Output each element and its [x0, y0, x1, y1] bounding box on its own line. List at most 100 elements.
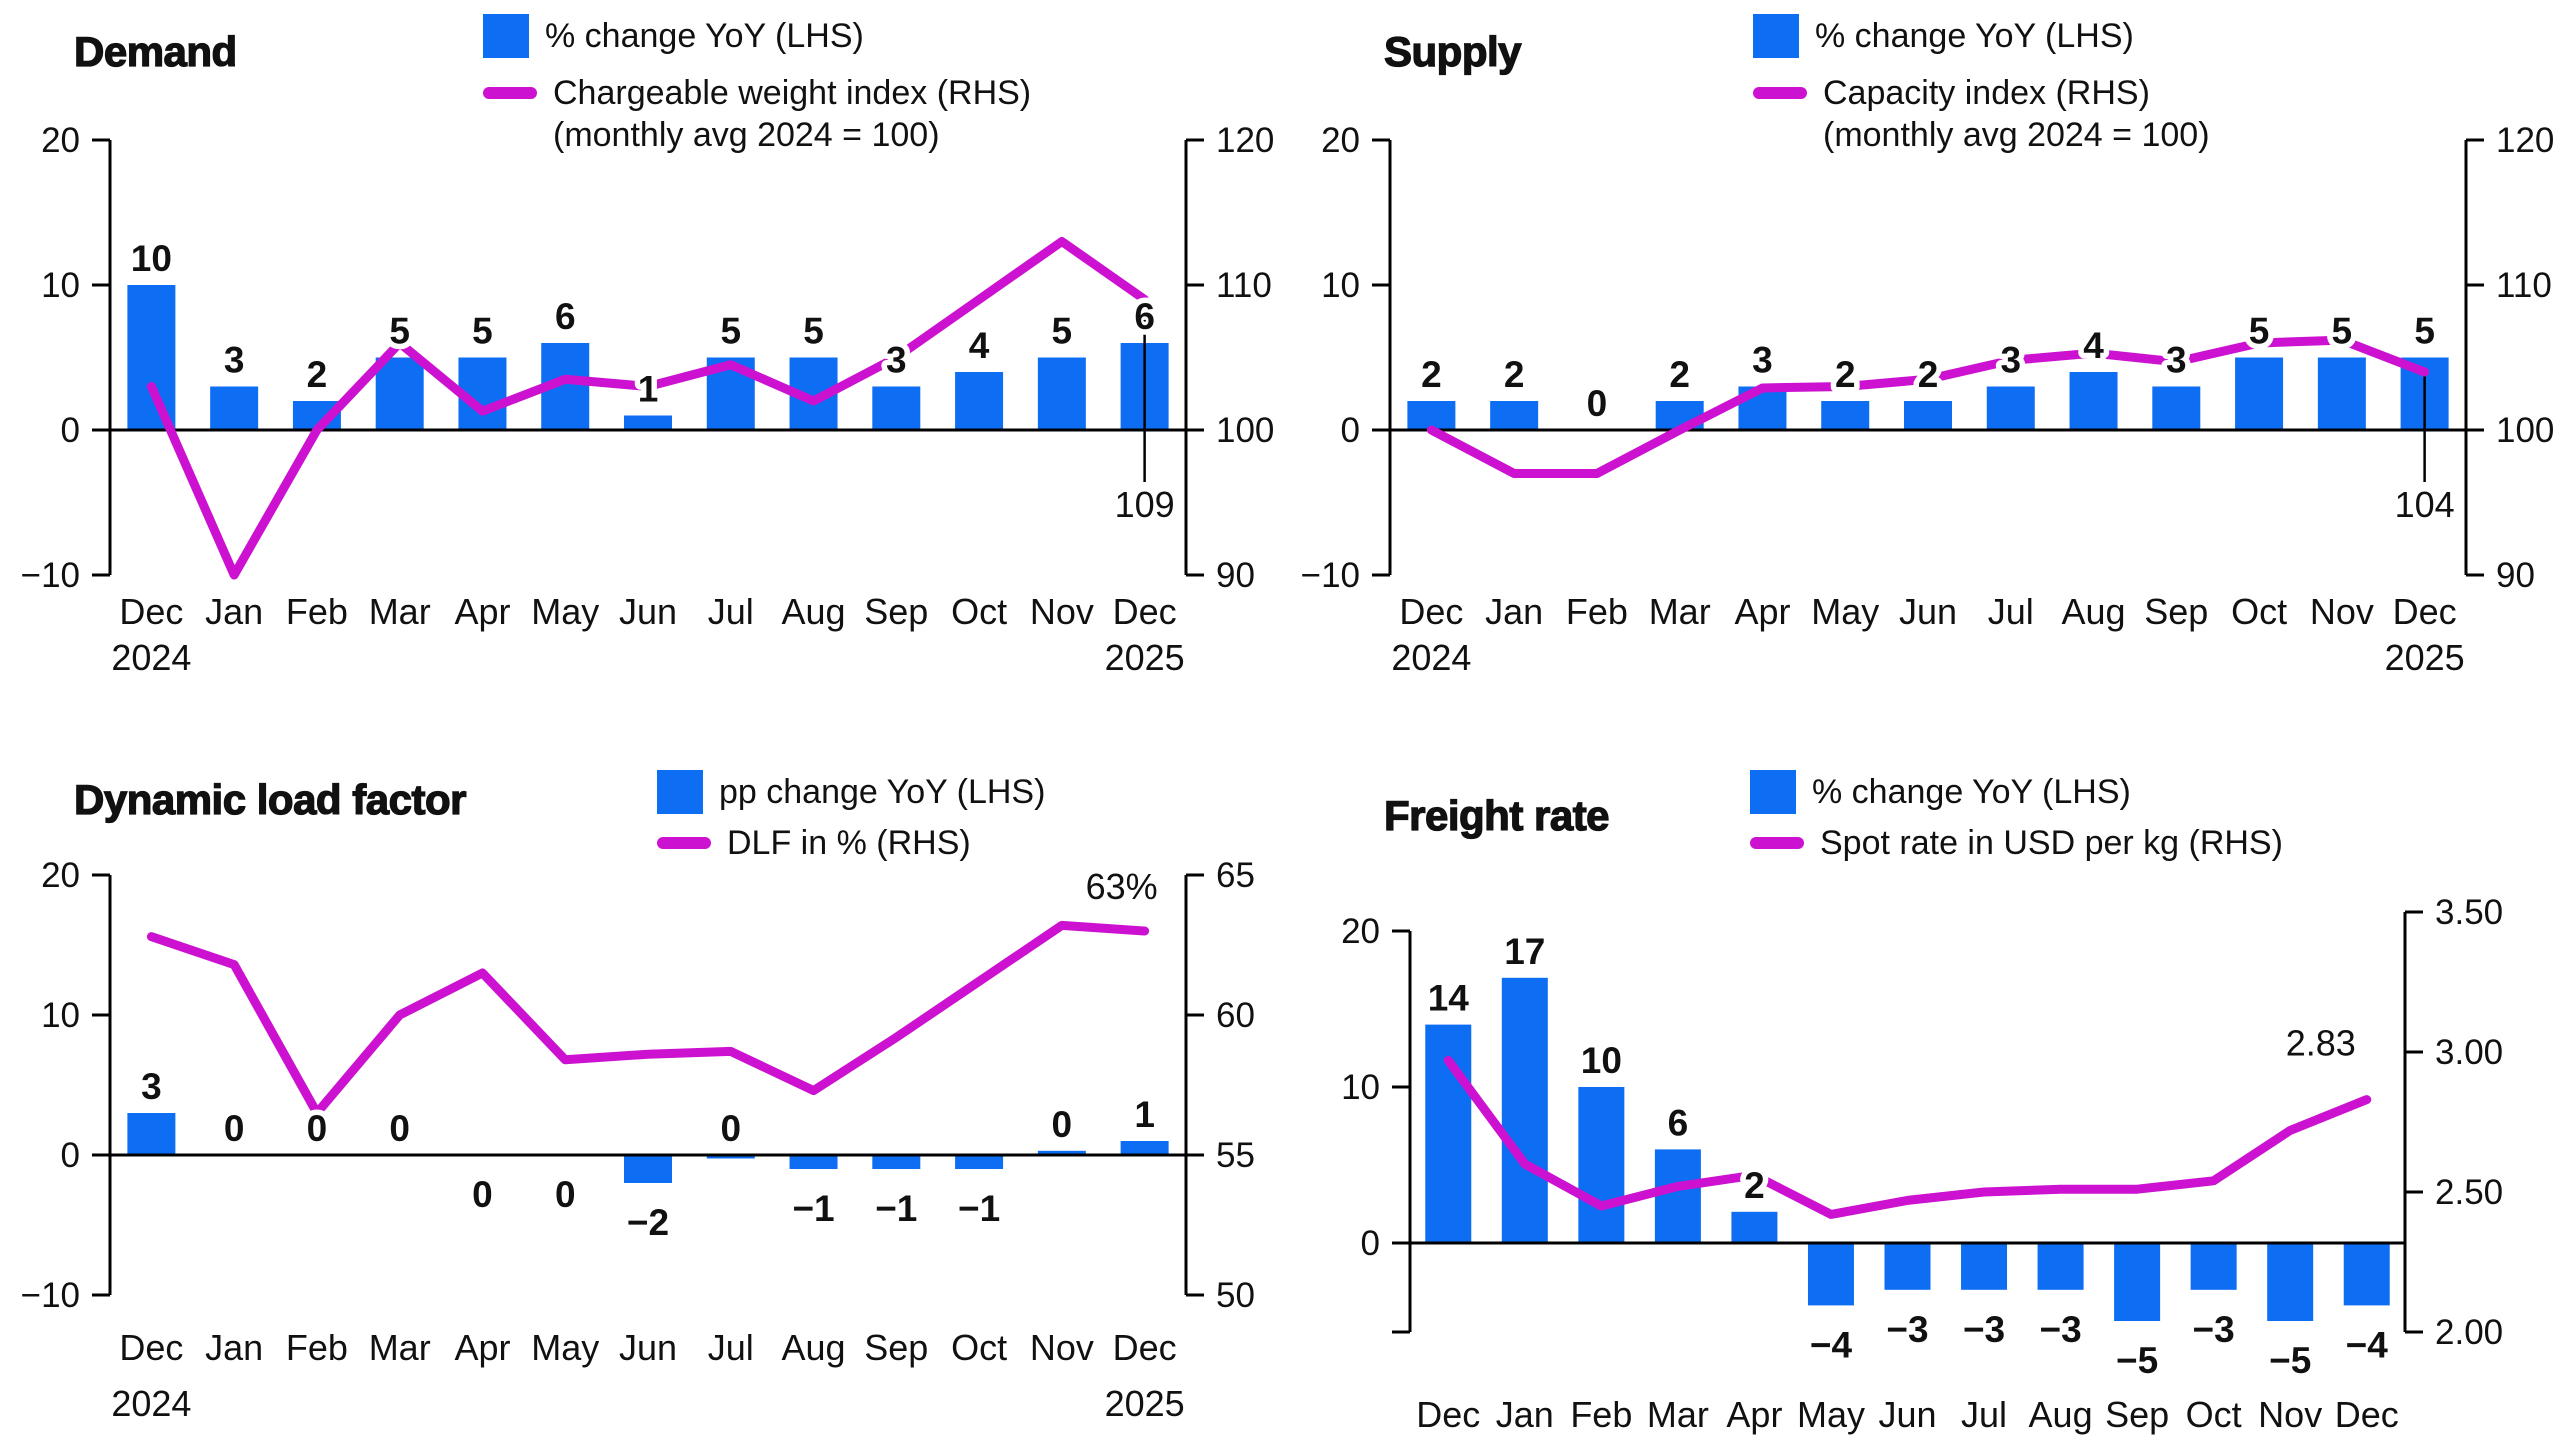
- legend-bar-label: % change YoY (LHS): [1812, 773, 2131, 811]
- bar: [872, 1155, 921, 1169]
- bar-value-label: 2: [307, 354, 328, 395]
- right-axis-label: 3.00: [2435, 1033, 2503, 1072]
- bar-value-label: 5: [720, 311, 741, 352]
- right-axis-label: 100: [1216, 411, 1274, 450]
- bar-value-label: −5: [2116, 1340, 2158, 1381]
- bar: [375, 357, 424, 430]
- bar: [1654, 1149, 1701, 1243]
- x-axis-month-label: Jun: [619, 591, 677, 632]
- x-axis-month-label: Jan: [205, 1327, 263, 1368]
- x-axis-month-label: Oct: [951, 1327, 1007, 1368]
- x-axis-month-label: Jun: [1878, 1394, 1936, 1435]
- bar-value-label: 0: [389, 1108, 410, 1149]
- legend-supply: % change YoY (LHS) Capacity index (RHS) …: [1753, 14, 2210, 156]
- bar: [1821, 401, 1870, 430]
- left-axis-label: 10: [41, 266, 80, 305]
- bar-value-label: 0: [720, 1108, 741, 1149]
- left-axis-label: 10: [1341, 1068, 1380, 1107]
- x-axis-year-label: 2024: [111, 637, 191, 678]
- x-axis-year-label: 2025: [2385, 637, 2465, 678]
- x-axis-month-label: Feb: [286, 591, 348, 632]
- bar-value-label: 1: [1134, 1094, 1155, 1135]
- legend-line-label: Capacity index (RHS): [1823, 74, 2150, 112]
- left-axis-label: 10: [41, 996, 80, 1035]
- bar: [127, 285, 176, 430]
- x-axis-month-label: Jan: [1496, 1394, 1554, 1435]
- bar-value-label: 10: [1581, 1040, 1622, 1081]
- legend-line-label: Chargeable weight index (RHS): [553, 74, 1032, 112]
- x-axis-year-label: 2025: [1105, 637, 1185, 678]
- x-axis-year-label: 2024: [1391, 637, 1471, 678]
- line-series: [1443, 1055, 2372, 1219]
- x-axis-month-label: Jul: [1961, 1394, 2007, 1435]
- bar: [2152, 386, 2201, 430]
- x-axis-month-label: May: [1811, 591, 1879, 632]
- bar-value-label: −1: [792, 1188, 834, 1229]
- right-axis-label: 110: [1216, 266, 1272, 305]
- right-axis-label: 90: [1216, 556, 1255, 595]
- right-axis-label: 50: [1216, 1276, 1255, 1315]
- legend-demand: % change YoY (LHS) Chargeable weight ind…: [483, 14, 1031, 156]
- x-axis-month-label: Apr: [454, 1327, 510, 1368]
- x-axis-year-label: 2024: [111, 1383, 191, 1424]
- bar-value-label: −5: [2269, 1340, 2311, 1381]
- bar: [1037, 357, 1086, 430]
- bar-value-label: −4: [2346, 1324, 2389, 1365]
- bar-value-label: −1: [875, 1188, 917, 1229]
- legend-line-note: (monthly avg 2024 = 100): [1823, 116, 2210, 154]
- legend-bar-label: % change YoY (LHS): [545, 17, 864, 55]
- left-axis-label: 0: [1341, 411, 1360, 450]
- bar-value-label: 3: [2000, 340, 2021, 381]
- right-axis-label: 110: [2496, 266, 2552, 305]
- bar-value-label: 0: [307, 1108, 328, 1149]
- right-axis-label: 60: [1216, 996, 1255, 1035]
- bar-value-label: 2: [1669, 354, 1690, 395]
- line-swatch-icon: [1753, 87, 1807, 99]
- right-axis-label: 120: [2496, 121, 2554, 160]
- bar-swatch-icon: [1750, 770, 1796, 814]
- x-axis-month-label: Jun: [1899, 591, 1957, 632]
- chart-title-dlf: Dynamic load factor: [73, 775, 467, 823]
- left-axis-label: 20: [1321, 121, 1360, 160]
- x-axis-month-label: Mar: [369, 1327, 431, 1368]
- x-axis-month-label: Jul: [1988, 591, 2034, 632]
- right-axis-label: 2.50: [2435, 1173, 2503, 1212]
- x-axis-month-label: Dec: [119, 1327, 183, 1368]
- x-axis-month-label: Jul: [708, 591, 754, 632]
- x-axis-month-label: Oct: [951, 591, 1007, 632]
- x-axis-month-label: Jan: [1485, 591, 1543, 632]
- x-axis-month-label: Apr: [1734, 591, 1790, 632]
- legend-freight: % change YoY (LHS) Spot rate in USD per …: [1750, 770, 2283, 864]
- line-swatch-icon: [657, 837, 711, 849]
- x-axis-month-label: Oct: [2186, 1394, 2242, 1435]
- right-axis-label: 100: [2496, 411, 2554, 450]
- x-axis-month-label: Jun: [619, 1327, 677, 1368]
- x-axis-month-label: Mar: [1647, 1394, 1709, 1435]
- legend-line-note: (monthly avg 2024 = 100): [553, 116, 940, 154]
- left-axis-label: 10: [1321, 266, 1360, 305]
- right-axis-label: 65: [1216, 856, 1255, 895]
- bar-value-label: 0: [555, 1174, 576, 1215]
- bar-value-label: −3: [2039, 1309, 2081, 1350]
- x-axis-month-label: Oct: [2231, 591, 2287, 632]
- bar-value-label: 10: [131, 238, 172, 279]
- bar-value-label: 2: [1504, 354, 1525, 395]
- left-axis-label: 20: [41, 121, 80, 160]
- bar-value-label: 2: [1744, 1165, 1765, 1206]
- bar: [2190, 1243, 2237, 1290]
- bar: [1731, 1211, 1778, 1243]
- x-axis-month-label: Nov: [1030, 1327, 1094, 1368]
- bar: [872, 386, 921, 430]
- bar: [1884, 1243, 1931, 1290]
- bar-value-label: 4: [969, 325, 990, 366]
- bar: [2317, 357, 2366, 430]
- line-end-value-label: 109: [1115, 484, 1175, 525]
- line-end-value-label: 63%: [1086, 866, 1158, 907]
- bar-value-label: 5: [803, 311, 824, 352]
- x-axis-month-label: Nov: [2258, 1394, 2322, 1435]
- bar-value-label: 2: [1835, 354, 1856, 395]
- x-axis-month-label: Nov: [1030, 591, 1094, 632]
- bar: [706, 1155, 755, 1159]
